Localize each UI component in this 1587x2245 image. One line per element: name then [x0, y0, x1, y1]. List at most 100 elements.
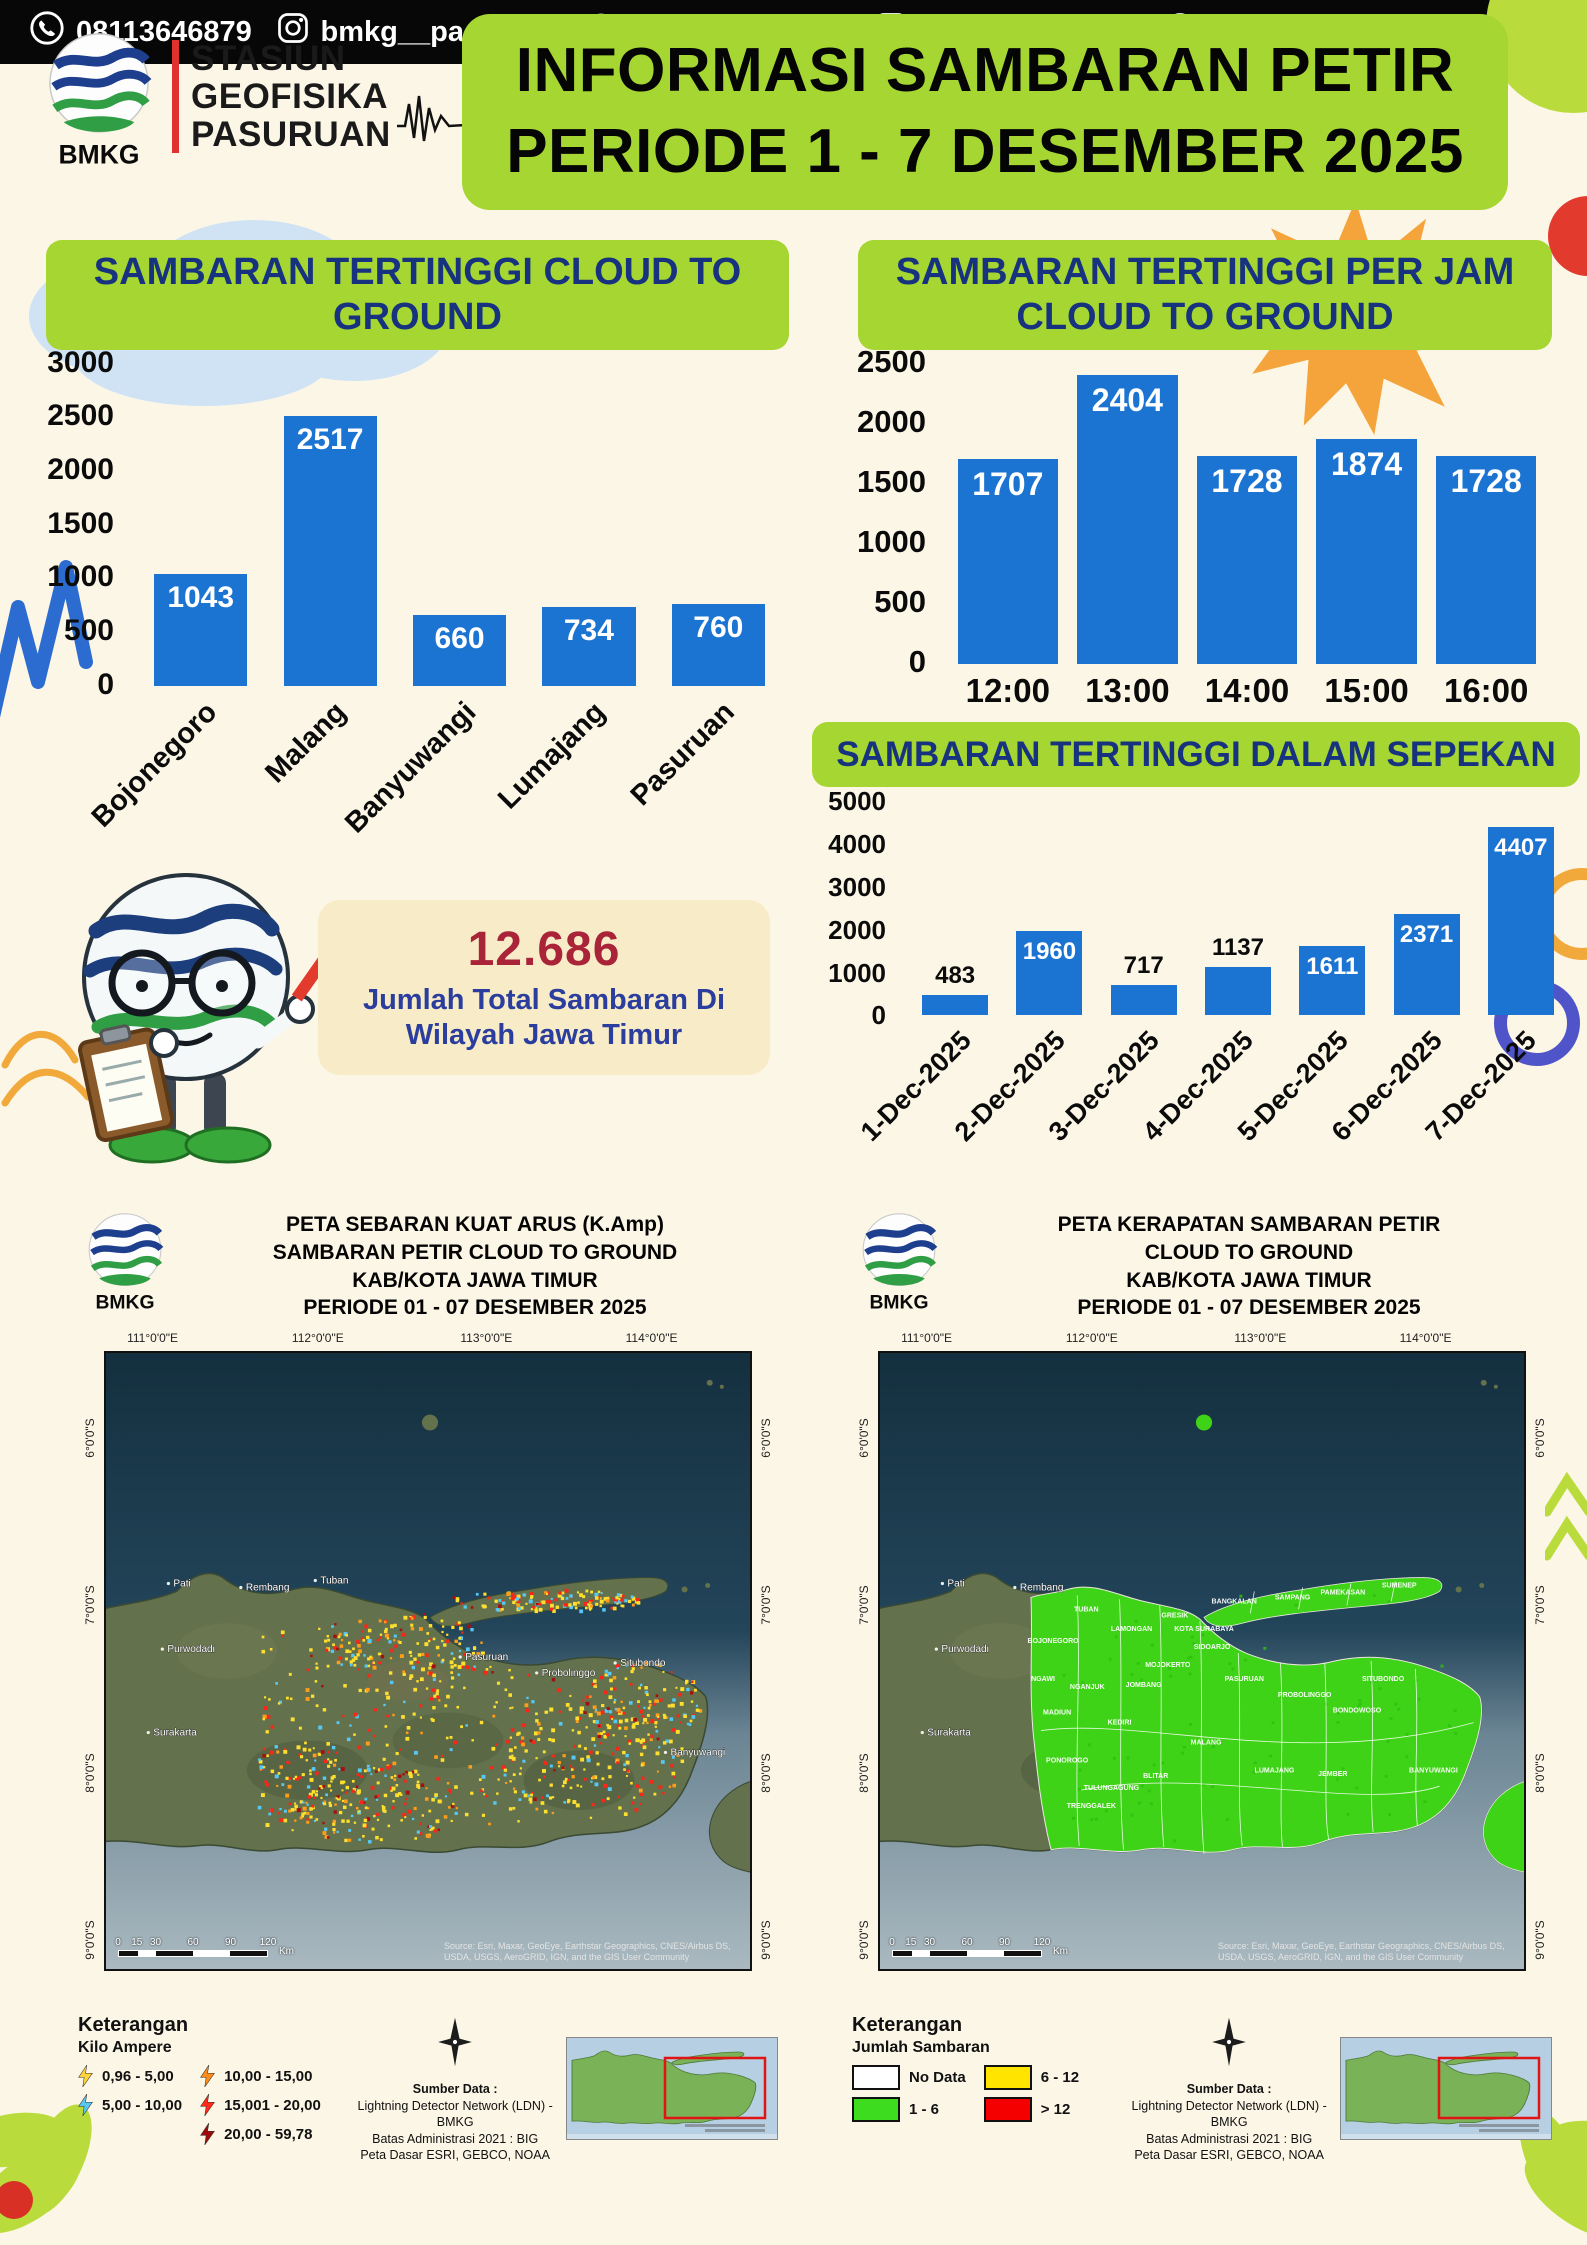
- legend-middle: Sumber Data : Lightning Detector Network …: [1128, 2014, 1330, 2164]
- compass-rose: [438, 2017, 472, 2067]
- svg-text:Purwodadi: Purwodadi: [941, 1644, 988, 1655]
- legend-items: Keterangan Kilo Ampere 0,96 - 5,00 5,00 …: [78, 2014, 344, 2164]
- x-axis-labels: 1-Dec-2025 2-Dec-2025 3-Dec-2025 4-Dec-2025…: [854, 1015, 1580, 1185]
- bmkg-logo-graphic: BMKG: [862, 1213, 938, 1313]
- svg-text:BMKG: BMKG: [59, 139, 140, 169]
- bar-slot: 2517: [265, 364, 394, 686]
- chart-highest-weekly: SAMBARAN TERTINGGI DALAM SEPEKAN 0 1000 20…: [812, 722, 1580, 1185]
- data-source-note: Sumber Data : Lightning Detector Network …: [1128, 2081, 1330, 2164]
- data-source-line: Peta Dasar ESRI, GEBCO, NOAA: [1134, 2148, 1324, 2162]
- y-tick-label: 0: [908, 643, 926, 679]
- bar-value-label: 1960: [1022, 938, 1077, 966]
- scale-tick: 90: [224, 1937, 237, 1948]
- svg-text:SIDOARJO: SIDOARJO: [1194, 1644, 1231, 1651]
- svg-text:JOMBANG: JOMBANG: [1126, 1682, 1162, 1689]
- bar-slot: 1728: [1187, 364, 1307, 664]
- scale-tick: 30: [923, 1937, 936, 1948]
- bar-slot: 1707: [948, 364, 1068, 664]
- map-canvas-zone: 111°0'0"E 112°0'0"E 113°0'0"E 114°0'0"E 6°0…: [852, 1331, 1552, 1991]
- bar: 2371: [1393, 913, 1460, 1016]
- bar-slot: 1611: [1285, 801, 1379, 1016]
- bar-slot: 2404: [1068, 364, 1188, 664]
- bmkg-logo: BMKG: [856, 1208, 942, 1325]
- y-tick-label: 1500: [857, 463, 926, 499]
- chart-highest-per-hour: SAMBARAN TERTINGGI PER JAM CLOUD TO GROUN…: [852, 240, 1558, 716]
- x-axis-labels: Bojonegoro Malang Banyuwangi Lumajang Pasuru…: [86, 686, 795, 841]
- bar-value-label: 2371: [1399, 920, 1454, 948]
- longitude-label: 114°0'0"E: [1399, 1331, 1452, 1345]
- svg-text:BOJONEGORO: BOJONEGORO: [1027, 1638, 1079, 1645]
- map-title: PETA SEBARAN KUAT ARUS (K.Amp) SAMBARAN …: [272, 1213, 678, 1320]
- latitude-label: 9°0'0"S: [1533, 1920, 1547, 1960]
- y-axis: 0 1000 2000 3000 4000 5000: [812, 786, 896, 1030]
- map-scalebar: 0 15 30 60 90 120 Km: [115, 1937, 294, 1957]
- svg-text:Rembang: Rembang: [246, 1583, 290, 1594]
- decoration-leaves-bottom-left: [0, 2040, 172, 2245]
- svg-text:BMKG: BMKG: [869, 1291, 928, 1313]
- instagram-icon: [275, 10, 311, 54]
- svg-text:SUMENEP: SUMENEP: [1382, 1583, 1417, 1590]
- svg-text:KEDIRI: KEDIRI: [1108, 1720, 1132, 1727]
- x-category-label: 15:00: [1324, 671, 1409, 709]
- compass-icon: [1208, 2014, 1250, 2075]
- bar: 1874: [1316, 438, 1417, 664]
- bar-value-label: 2517: [296, 422, 364, 456]
- legend-subheading: Jumlah Sambaran: [852, 2039, 990, 2056]
- longitude-label: 111°0'0"E: [127, 1331, 179, 1345]
- y-tick-label: 0: [97, 667, 114, 701]
- chart-title-line: CLOUD TO GROUND: [1016, 295, 1394, 338]
- x-category-label: 14:00: [1204, 671, 1290, 709]
- map-title: PETA KERAPATAN SAMBARAN PETIR CLOUD TO G…: [1057, 1213, 1441, 1320]
- chart-title-line: SAMBARAN TERTINGGI DALAM SEPEKAN: [836, 735, 1556, 774]
- latitude-label: 8°0'0"S: [1533, 1752, 1547, 1793]
- scale-tick: 60: [961, 1937, 973, 1948]
- bar-slot: 483: [908, 801, 1002, 1016]
- latitude-label: 9°0'0"S: [857, 1920, 871, 1960]
- bar-slot: 1960: [1002, 801, 1096, 1016]
- station-name: STASIUN GEOFISIKA PASURUAN: [172, 40, 391, 154]
- legend-item: No Data: [852, 2065, 966, 2090]
- total-strikes-value: 12.686: [467, 922, 621, 976]
- y-tick-label: 2000: [47, 453, 114, 486]
- bar-slot: 660: [395, 364, 524, 686]
- svg-text:PAMEKASAN: PAMEKASAN: [1320, 1589, 1365, 1596]
- latitude-label: 7°0'0"S: [759, 1585, 773, 1625]
- svg-text:Surakarta: Surakarta: [153, 1728, 197, 1739]
- svg-text:JEMBER: JEMBER: [1318, 1771, 1347, 1778]
- map-panel-strike-density: BMKG PETA KERAPATAN SAMBARAN PETIR CLOUD…: [852, 1208, 1552, 1991]
- svg-text:BLITAR: BLITAR: [1143, 1773, 1168, 1780]
- bar-slot: 1728: [1426, 364, 1546, 664]
- y-tick-label: 3000: [828, 871, 886, 902]
- scale-tick: 120: [259, 1937, 277, 1948]
- bar: 1043: [154, 573, 248, 686]
- overview-inset-map: [566, 2037, 778, 2141]
- svg-text:PASURUAN: PASURUAN: [1225, 1676, 1264, 1683]
- x-axis-labels: 12:00 13:00 14:00 15:00 16:00: [936, 664, 1558, 716]
- decoration-lime-chevrons: [1542, 1471, 1587, 1572]
- legend-item-label: 15,001 - 20,00: [224, 2096, 321, 2114]
- svg-text:Pati: Pati: [173, 1579, 190, 1590]
- legend-item-label: 0,96 - 5,00: [102, 2067, 174, 2085]
- y-tick-label: 0: [871, 1000, 886, 1031]
- y-tick-label: 500: [874, 583, 926, 619]
- svg-text:LAMONGAN: LAMONGAN: [1111, 1626, 1152, 1633]
- legend-swatch: [852, 2065, 900, 2090]
- bar-slot: 1043: [136, 364, 265, 686]
- y-tick-label: 2000: [828, 914, 886, 945]
- y-tick-label: 1000: [828, 957, 886, 988]
- svg-text:MADIUN: MADIUN: [1043, 1710, 1071, 1717]
- mascot-illustration: [14, 845, 359, 1185]
- bar: 1728: [1196, 456, 1298, 664]
- bar: 483: [922, 962, 989, 1016]
- y-tick-label: 2500: [47, 399, 114, 433]
- svg-text:Surakarta: Surakarta: [927, 1728, 971, 1739]
- scale-unit: Km: [1053, 1946, 1068, 1957]
- lightning-bolt-icon: [78, 2094, 93, 2116]
- legend-swatch: [983, 2065, 1032, 2090]
- bar-value-label: 717: [1123, 951, 1164, 979]
- compass-rose: [1212, 2017, 1246, 2067]
- bar: 734: [542, 606, 636, 686]
- latitude-labels: 6°0'0"S 7°0'0"S 8°0'0"S 9°0'0"S: [855, 1351, 873, 1971]
- plot-area: 0 500 1000 1500 2000 2500 3000 1043 2517 660 734 7…: [40, 346, 795, 701]
- legend-subheading: Kilo Ampere: [78, 2039, 172, 2056]
